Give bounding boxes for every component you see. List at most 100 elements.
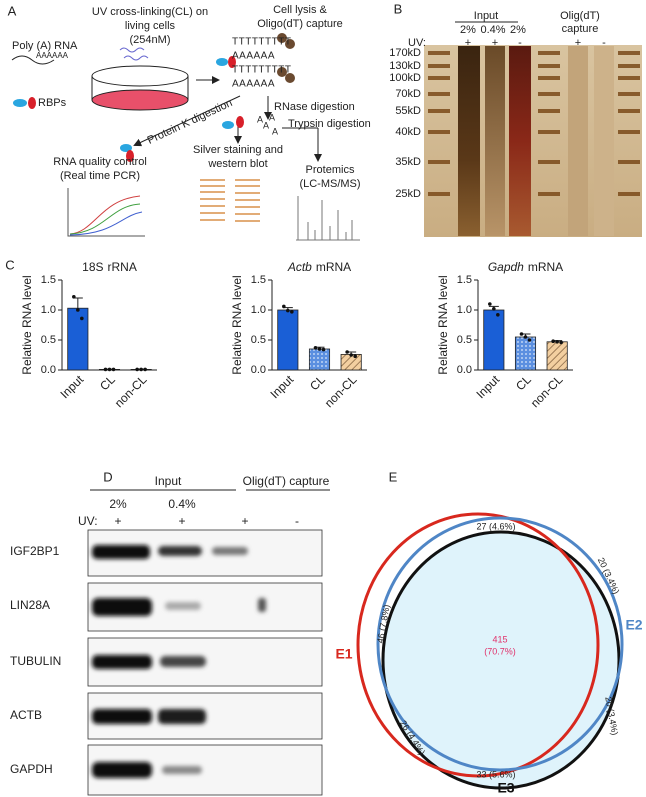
data-point [135,367,139,372]
x-tick-label: Input [267,372,296,401]
y-tick-label: 0.5 [41,334,56,346]
marker-band [538,130,560,134]
blot-thumb [200,179,260,222]
gel-lane [594,46,614,236]
dish-medium [91,89,189,111]
marker-label: 40kD [395,126,421,138]
marker-band [538,192,560,196]
marker-band [618,51,640,55]
label: AAAAAA [36,51,69,60]
region-label: 27 (4.6%) [476,521,515,531]
marker-label: 25kD [395,188,421,200]
y-tick-label: 1.0 [457,304,472,316]
group-label: Olig(dT) capture [243,474,330,488]
rbp-icon [13,99,27,107]
title-part: 18S [82,260,103,274]
marker-band [618,192,640,196]
capture-row: AAAAAA [232,51,275,62]
bead [277,67,287,77]
chart-title: 18S rRNA [82,260,137,274]
data-point [139,367,143,372]
step-label: living cells [125,20,176,32]
marker-band [538,92,560,96]
data-point [527,338,532,342]
venn-set-e3 [381,530,621,790]
data-point [353,354,357,359]
bar [546,341,568,371]
data-point [349,353,353,357]
rbp-icon [236,116,244,128]
step-label: RNA quality control [53,156,147,168]
marker-band [618,92,640,96]
data-point [555,340,559,344]
x-tick-label: CL [97,372,118,393]
venn-set-e2 [376,516,624,772]
dish-rim [91,65,189,87]
marker-band [618,76,640,80]
gel-lane [485,46,505,236]
uv-sign: - [602,37,606,49]
bar-chart: Gapdh mRNA Relative RNA level 0.0 0.5 1.0 1.5 I… [436,260,573,410]
marker-band [428,64,450,68]
data-point [111,367,116,372]
y-axis-label: Relative RNA level [230,275,244,374]
uv-sign: + [114,514,121,528]
uv-sign: - [295,514,299,528]
uv-sign: + [241,514,248,528]
y-tick-label: 0.5 [457,334,472,346]
protein-label: GAPDH [10,762,53,776]
y-tick-label: 1.0 [251,304,266,316]
data-point [317,347,322,351]
uv-sign: + [492,37,498,49]
data-point [282,304,286,309]
marker-band [428,92,450,96]
marker-band [538,64,560,68]
qpcr-axis [67,188,145,237]
x-tick-label: Input [473,372,502,401]
data-point [143,367,147,372]
gel-lane [568,46,588,236]
uv-sign: + [575,37,581,49]
center-label: (70.7%) [484,646,516,656]
data-point [80,316,84,321]
step-label: Protemics [306,164,355,176]
data-point [519,332,524,336]
data-point [321,347,326,352]
marker-band [538,160,560,164]
data-point [76,308,80,312]
marker-band [428,51,450,55]
marker-label: 170kD [389,47,421,59]
capture-row: TTTTTTTTT [232,65,291,76]
set-label: E3 [497,780,514,796]
panel-a-shapes [11,33,360,241]
x-tick-label: non-CL [322,372,360,410]
panel-letter: C [5,257,14,272]
step-label: (Real time PCR) [60,170,140,182]
amount-label: 0.4% [168,497,196,511]
marker-label: 70kD [395,88,421,100]
chart-title: Gapdh mRNA [488,260,563,274]
set-label: E1 [335,646,352,662]
y-tick-label: 1.5 [251,274,266,286]
group-label: Input [155,474,182,488]
uv-label: UV: [78,514,98,528]
cleaved-a: A [269,112,275,122]
group-label: Olig(dT) [560,10,600,22]
venn-set-e1 [356,512,600,778]
marker-band [428,76,450,80]
rna-strand [11,55,55,65]
marker-band [428,192,450,196]
data-point [107,367,112,372]
step-label: (LC-MS/MS) [299,178,360,190]
rbp-icon [216,58,228,66]
y-axis-label: Relative RNA level [436,275,450,374]
dish-wall [91,76,189,100]
panel-letter: E [389,469,398,484]
bead [277,33,287,43]
data-point [496,313,500,317]
y-tick-label: 0.5 [251,334,266,346]
marker-band [538,76,560,80]
title-part: mRNA [528,260,563,274]
qpcr-curve [69,203,141,235]
panel-letter: B [394,1,403,16]
